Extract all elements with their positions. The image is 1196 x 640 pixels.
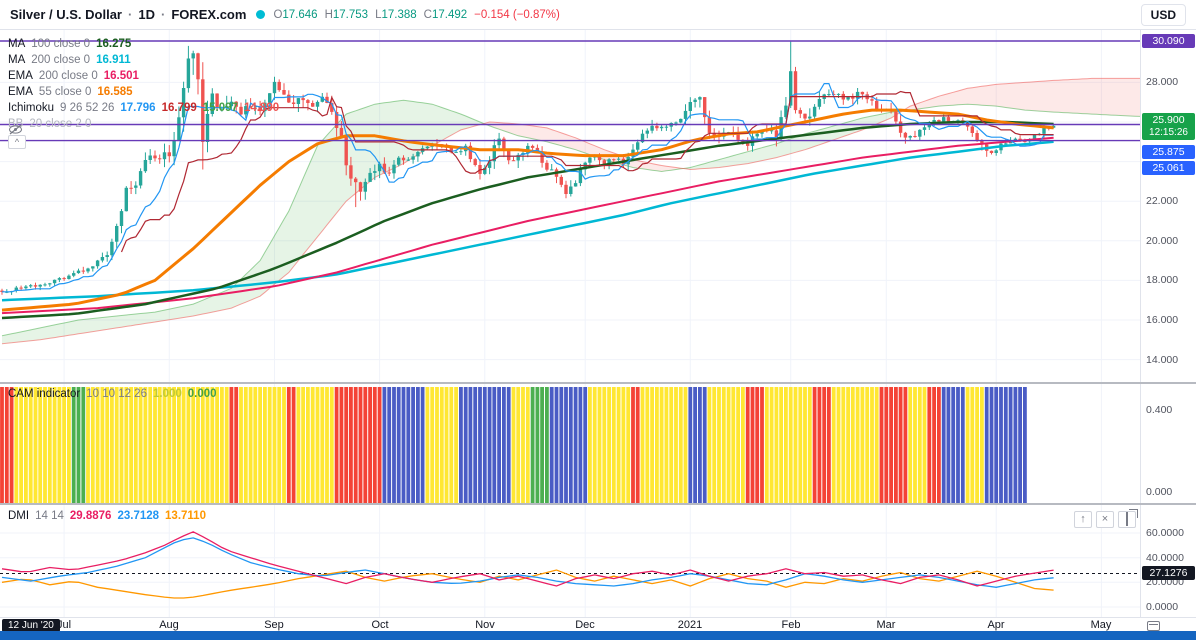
legend-row-bb[interactable]: BB 20 close 2 0 bbox=[8, 116, 279, 135]
month-label-2021: 2021 bbox=[677, 619, 703, 631]
indicator-value: 13.7110 bbox=[165, 510, 206, 522]
month-label-mar: Mar bbox=[876, 619, 896, 631]
chart-header: Silver / U.S. Dollar · 1D · FOREX.com O1… bbox=[0, 0, 1196, 30]
indicator-value: 16.275 bbox=[96, 38, 132, 50]
indicator-name: EMA bbox=[8, 70, 33, 82]
indicator-value: 0.000 bbox=[187, 388, 217, 400]
indicator-value: 29.8876 bbox=[69, 510, 112, 522]
ohlc-values: O17.646 H17.753 L17.388 C17.492 −0.154 (… bbox=[273, 8, 560, 21]
legend-row-ema[interactable]: EMA 55 close 0 16.585 bbox=[8, 84, 279, 100]
month-label-aug: Aug bbox=[159, 619, 179, 631]
legend-row-ma[interactable]: MA 200 close 0 16.911 bbox=[8, 52, 279, 68]
month-label-feb: Feb bbox=[781, 619, 801, 631]
main-chart-canvas[interactable] bbox=[0, 30, 1140, 382]
indicator-value: 23.7128 bbox=[117, 510, 160, 522]
month-label-dec: Dec bbox=[575, 619, 595, 631]
price-badge-blue: 25.875 bbox=[1142, 145, 1195, 159]
dmi-pane-buttons: ↑ × bbox=[1074, 511, 1136, 528]
pane-separator[interactable] bbox=[0, 503, 1196, 505]
first-date-badge: 12 Jun '20 bbox=[2, 619, 60, 632]
pane-separator[interactable] bbox=[0, 382, 1196, 384]
symbol-name: Silver / U.S. Dollar bbox=[10, 7, 122, 22]
indicator-params: 200 close 0 bbox=[38, 70, 98, 82]
indicator-value: 16.911 bbox=[96, 54, 131, 66]
indicator-params: 9 26 52 26 bbox=[60, 102, 115, 114]
indicator-params: 20 close 2 0 bbox=[29, 118, 92, 130]
legend-row-ichimoku[interactable]: Ichimoku 9 26 52 26 17.796 16.799 15.097 14.8… bbox=[8, 100, 279, 116]
indicator-value: 14.890 bbox=[243, 102, 280, 114]
dmi-axis-label: 40.0000 bbox=[1146, 552, 1184, 564]
change-value: −0.154 (−0.87%) bbox=[474, 8, 560, 21]
dmi-indicator-canvas[interactable] bbox=[0, 505, 1140, 617]
data-status-icon bbox=[256, 10, 266, 19]
separator-dot: · bbox=[160, 7, 166, 22]
cam-pane-legend[interactable]: CAM indicator 10 10 12 26 1.000 0.000 bbox=[8, 388, 217, 400]
indicator-legend: MA 100 close 0 16.275 MA 200 close 0 16.911 EM… bbox=[8, 36, 279, 149]
indicator-params: 55 close 0 bbox=[38, 86, 92, 98]
price-axis-label: 22.000 bbox=[1146, 195, 1179, 207]
indicator-value: 15.097 bbox=[202, 102, 238, 114]
month-label-sep: Sep bbox=[264, 619, 284, 631]
indicator-value: 1.000 bbox=[152, 388, 182, 400]
close-value: 17.492 bbox=[431, 8, 468, 21]
low-value: 17.388 bbox=[381, 8, 417, 21]
dmi-indicator-params: 14 14 bbox=[35, 510, 64, 522]
month-label-may: May bbox=[1090, 619, 1112, 631]
pane-maximize-button[interactable] bbox=[1118, 511, 1136, 528]
price-badge-blue: 25.061 bbox=[1142, 161, 1195, 175]
price-axis-label: 28.000 bbox=[1146, 76, 1179, 88]
indicator-name: EMA bbox=[8, 86, 33, 98]
legend-collapse-button[interactable]: ^ bbox=[8, 135, 26, 149]
dmi-axis-label: 60.0000 bbox=[1146, 527, 1184, 539]
cam-indicator-name: CAM indicator bbox=[8, 388, 81, 400]
time-axis[interactable]: 12 Jun '20 Jul Aug Sep Oct Nov Dec 2021 Feb Mar A… bbox=[0, 617, 1196, 632]
price-badge-purple: 30.090 bbox=[1142, 34, 1195, 48]
separator-dot: · bbox=[128, 7, 133, 22]
price-axis-label: 20.000 bbox=[1146, 235, 1179, 247]
price-badge-black: 27.1276 bbox=[1142, 566, 1195, 580]
cam-axis-label: 0.000 bbox=[1146, 486, 1173, 498]
symbol-title[interactable]: Silver / U.S. Dollar · 1D · FOREX.com bbox=[10, 7, 246, 22]
pane-move-up-button[interactable]: ↑ bbox=[1074, 511, 1092, 528]
price-axis-label: 16.000 bbox=[1146, 314, 1179, 326]
month-label-apr: Apr bbox=[987, 619, 1005, 631]
cam-axis-label: 0.400 bbox=[1146, 404, 1173, 416]
dmi-axis-label: 0.0000 bbox=[1146, 601, 1179, 613]
month-label-jul: Jul bbox=[56, 619, 72, 631]
pane-close-button[interactable]: × bbox=[1096, 511, 1114, 528]
legend-row-ema[interactable]: EMA 200 close 0 16.501 bbox=[8, 68, 279, 84]
calendar-icon[interactable] bbox=[1147, 621, 1160, 631]
high-value: 17.753 bbox=[332, 8, 369, 21]
indicator-value: 17.796 bbox=[120, 102, 156, 114]
month-label-nov: Nov bbox=[475, 619, 495, 631]
indicator-name: MA bbox=[8, 38, 26, 50]
indicator-params: 100 close 0 bbox=[31, 38, 91, 50]
price-badge-green: 25.900 12:15:26 bbox=[1142, 113, 1195, 140]
indicator-value: 16.799 bbox=[161, 102, 197, 114]
month-label-oct: Oct bbox=[371, 619, 389, 631]
dmi-indicator-name: DMI bbox=[8, 510, 30, 522]
indicator-value: 16.585 bbox=[97, 86, 133, 98]
cam-indicator-params: 10 10 12 26 bbox=[86, 388, 147, 400]
currency-button[interactable]: USD bbox=[1140, 4, 1186, 26]
cam-indicator-canvas[interactable] bbox=[0, 384, 1140, 503]
legend-row-ma[interactable]: MA 100 close 0 16.275 bbox=[8, 36, 279, 52]
indicator-value: 16.501 bbox=[103, 70, 139, 82]
dmi-pane-legend[interactable]: DMI 14 14 29.8876 23.7128 13.7110 bbox=[8, 510, 206, 522]
interval-label: 1D bbox=[138, 7, 155, 22]
maximize-icon bbox=[1126, 512, 1128, 526]
indicator-name: Ichimoku bbox=[8, 102, 55, 114]
indicator-name: MA bbox=[8, 54, 26, 66]
price-axis-label: 18.000 bbox=[1146, 274, 1179, 286]
indicator-params: 200 close 0 bbox=[31, 54, 91, 66]
open-value: 17.646 bbox=[282, 8, 318, 21]
exchange-label: FOREX.com bbox=[171, 7, 247, 22]
taskbar-strip bbox=[0, 631, 1196, 640]
price-axis-label: 14.000 bbox=[1146, 354, 1179, 366]
